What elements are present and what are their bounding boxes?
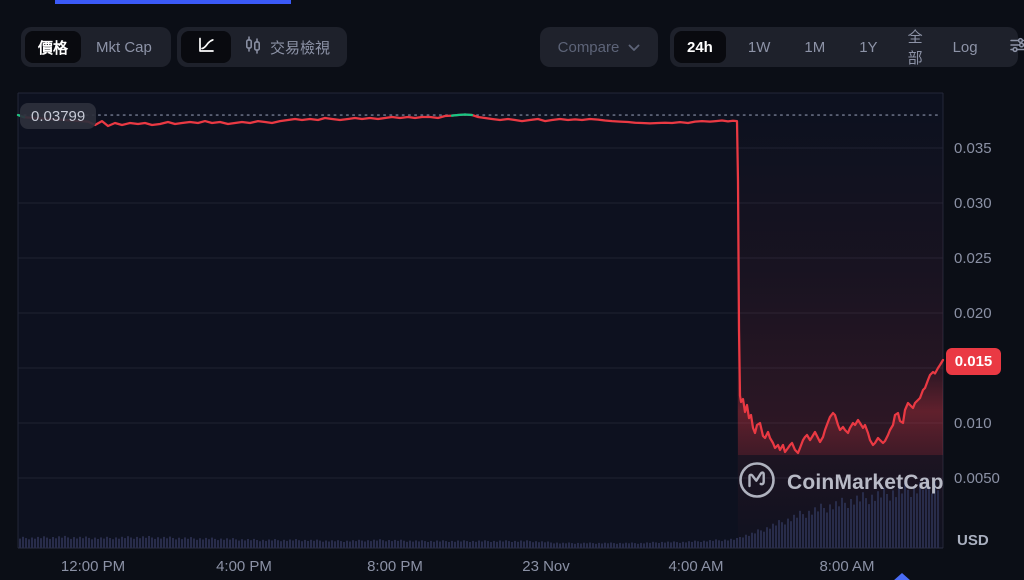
y-tick: 0.030 [954, 195, 992, 212]
sliders-icon [1008, 35, 1024, 59]
range-all[interactable]: 全部 [897, 29, 934, 67]
range-1y[interactable]: 1Y [848, 31, 888, 63]
coinmarketcap-watermark: CoinMarketCap [737, 460, 944, 505]
y-tick: 0.010 [954, 415, 992, 432]
range-1m[interactable]: 1M [793, 31, 836, 63]
log-label: Log [952, 38, 978, 56]
log-scale-toggle[interactable]: Log [942, 31, 989, 63]
x-tick: 8:00 PM [367, 558, 423, 575]
range-1m-label: 1M [804, 38, 826, 56]
trading-view-label: 交易檢視 [270, 39, 331, 57]
annotation-price-value: 0.03799 [31, 107, 86, 125]
y-tick: 0.0050 [954, 470, 1000, 487]
x-tick: 4:00 PM [216, 558, 272, 575]
chevron-down-icon [628, 39, 640, 56]
compare-button[interactable]: Compare [540, 27, 658, 67]
chart-type-toggle: 交易檢視 [177, 27, 348, 67]
range-24h[interactable]: 24h [674, 31, 726, 63]
metric-toggle: 價格 Mkt Cap [21, 27, 171, 67]
range-1w-label: 1W [747, 38, 771, 56]
price-tab[interactable]: 價格 [25, 31, 82, 63]
current-price-badge: 0.015 [946, 348, 1001, 375]
range-all-label: 全部 [907, 29, 923, 67]
coinmarketcap-logo-icon [737, 460, 777, 505]
mktcap-tab-label: Mkt Cap [96, 38, 152, 56]
scroll-indicator[interactable] [893, 573, 911, 580]
x-tick: 8:00 AM [819, 558, 875, 575]
range-1y-label: 1Y [859, 38, 878, 56]
chart-settings-button[interactable] [997, 31, 1024, 63]
y-tick: 0.035 [954, 140, 992, 157]
x-tick: 12:00 PM [60, 558, 126, 575]
mktcap-tab[interactable]: Mkt Cap [81, 39, 167, 56]
x-tick: 23 Nov [522, 558, 570, 575]
price-tab-label: 價格 [38, 39, 69, 57]
watermark-text: CoinMarketCap [787, 470, 944, 494]
range-selector: 24h 1W 1M 1Y 全部 Log [670, 27, 1024, 67]
compare-label: Compare [557, 38, 620, 56]
range-24h-label: 24h [687, 38, 713, 56]
y-tick: 0.020 [954, 305, 992, 322]
currency-unit-label: USD [957, 532, 989, 549]
top-accent-bar [55, 0, 291, 4]
line-chart-icon [196, 35, 216, 59]
line-chart-button[interactable] [181, 31, 231, 63]
current-price-value: 0.015 [954, 353, 993, 370]
annotation-price-label: 0.03799 [20, 103, 97, 129]
range-1w[interactable]: 1W [737, 31, 782, 63]
trading-view-button[interactable]: 交易檢視 [231, 35, 343, 59]
x-tick: 4:00 AM [668, 558, 724, 575]
candlestick-icon [244, 35, 262, 59]
y-tick: 0.025 [954, 250, 992, 267]
